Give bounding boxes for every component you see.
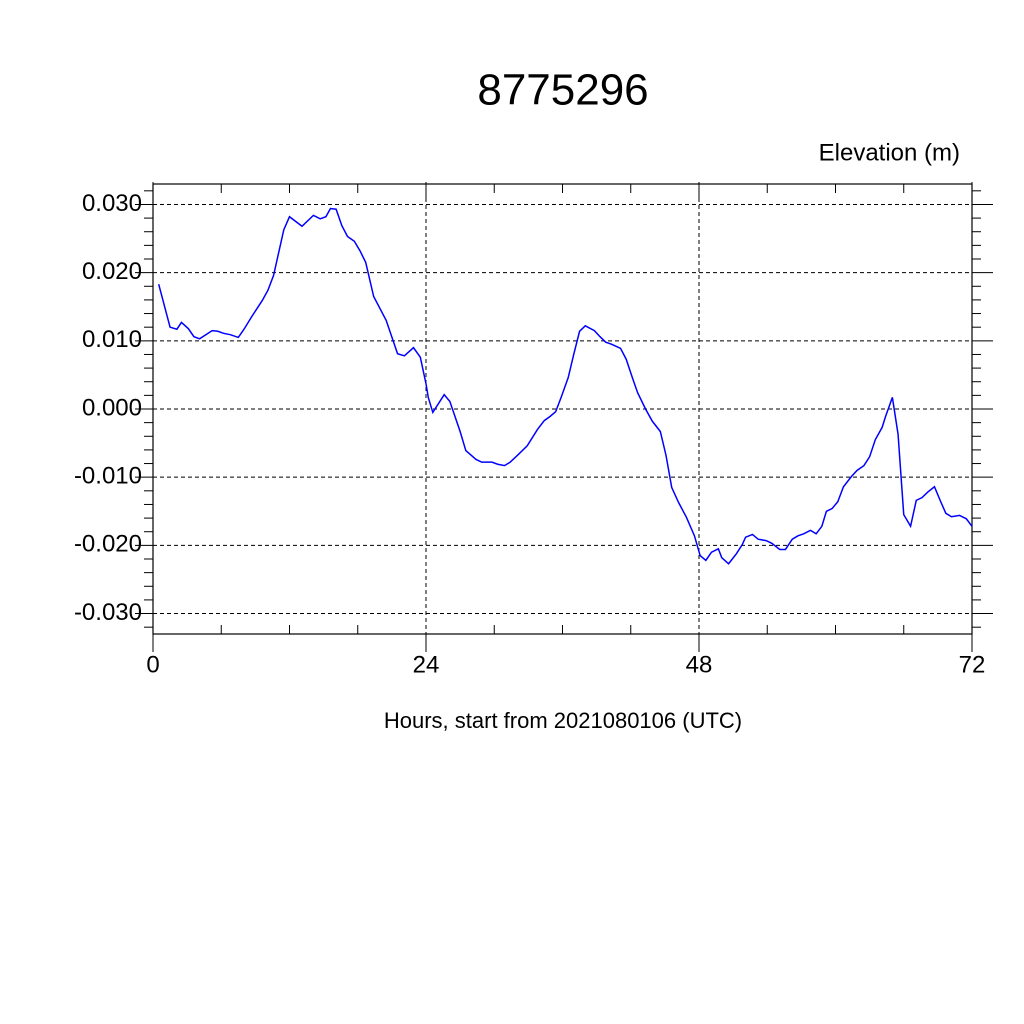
y-tick-label: 0.000 — [82, 394, 142, 421]
y-tick-label: 0.020 — [82, 258, 142, 285]
subtitle: Elevation (m) — [819, 139, 960, 166]
y-tick-label: -0.020 — [74, 531, 142, 558]
y-tick-label: 0.030 — [82, 190, 142, 217]
x-tick-label: 24 — [413, 651, 440, 678]
x-tick-label: 0 — [146, 651, 159, 678]
y-tick-label: -0.010 — [74, 463, 142, 490]
plot-frame — [152, 183, 973, 635]
chart-title: 8775296 — [477, 66, 648, 115]
x-tick-label: 72 — [959, 651, 986, 678]
y-tick-label: 0.010 — [82, 326, 142, 353]
data-line — [157, 207, 973, 565]
x-axis-label: Hours, start from 2021080106 (UTC) — [384, 708, 742, 733]
x-tick-label: 48 — [686, 651, 713, 678]
y-tick-label: -0.030 — [74, 599, 142, 626]
